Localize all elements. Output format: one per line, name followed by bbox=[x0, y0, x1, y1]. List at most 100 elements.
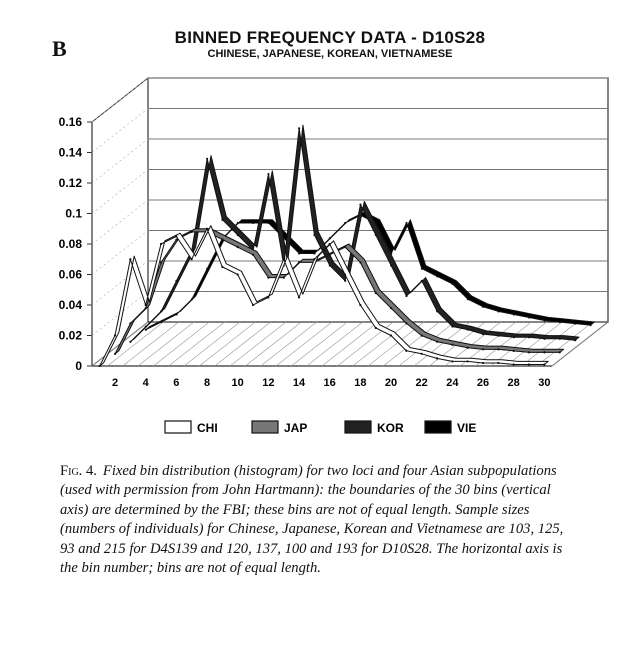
data-point bbox=[190, 298, 193, 301]
data-point bbox=[405, 221, 408, 225]
data-point bbox=[451, 325, 454, 328]
legend-label: JAP bbox=[284, 421, 307, 435]
y-tick-label: 0.04 bbox=[59, 298, 83, 312]
floor-hatch-line bbox=[168, 321, 225, 367]
data-point bbox=[512, 363, 515, 366]
data-point bbox=[282, 258, 285, 261]
x-tick-label: 14 bbox=[293, 377, 306, 389]
data-point bbox=[374, 233, 377, 237]
floor-hatch-line bbox=[398, 321, 455, 367]
legend-swatch bbox=[251, 420, 279, 434]
x-tick-label: 2 bbox=[112, 377, 118, 389]
data-point bbox=[374, 291, 377, 294]
data-point bbox=[298, 127, 301, 130]
data-point bbox=[359, 303, 362, 307]
x-tick-label: 12 bbox=[262, 377, 274, 389]
data-point bbox=[328, 253, 331, 256]
x-tick-label: 6 bbox=[173, 377, 179, 389]
data-point bbox=[574, 339, 577, 342]
y-tick-label: 0.14 bbox=[59, 146, 83, 160]
data-point bbox=[144, 307, 147, 310]
data-point bbox=[221, 238, 224, 241]
data-point bbox=[297, 296, 301, 299]
data-point bbox=[206, 267, 209, 270]
floor-hatch-line bbox=[199, 321, 256, 367]
data-point bbox=[389, 307, 393, 310]
data-point bbox=[144, 328, 147, 331]
floor-hatch-line bbox=[229, 321, 287, 367]
legend-item-jap: JAP bbox=[251, 420, 307, 435]
data-point bbox=[113, 352, 117, 355]
data-point bbox=[512, 336, 515, 339]
data-point bbox=[267, 221, 270, 225]
data-point bbox=[159, 261, 163, 264]
y-axis-ticks: 0 0.02 0.04 0.06 0.08 0.1 0.12 0.14 0.16 bbox=[59, 115, 92, 373]
data-point bbox=[175, 313, 178, 316]
chart-canvas: 00.020.040.060.080.10.120.140.16 2 4 6 8 10 1… bbox=[59, 77, 609, 435]
series-ribbon-kor bbox=[129, 124, 580, 343]
x-tick-label: 28 bbox=[508, 377, 520, 389]
data-point bbox=[313, 233, 316, 237]
x-tick-label: 24 bbox=[446, 377, 459, 389]
grid-line-side bbox=[91, 169, 149, 214]
chart-title: BINNED FREQUENCY DATA - D10S28 bbox=[174, 28, 486, 47]
x-tick-label: 26 bbox=[477, 377, 489, 389]
floor-hatch-line bbox=[275, 321, 333, 367]
data-point bbox=[390, 264, 393, 267]
data-point bbox=[343, 273, 347, 276]
data-point bbox=[589, 324, 592, 327]
data-point bbox=[267, 276, 270, 279]
y-tick-label: 0.16 bbox=[59, 115, 83, 129]
y-tick-label: 0.1 bbox=[65, 207, 82, 221]
grid-line-side bbox=[91, 108, 149, 153]
grid-line-side bbox=[91, 230, 149, 275]
data-point bbox=[466, 328, 469, 331]
floor-hatch-line bbox=[137, 321, 195, 367]
data-point bbox=[558, 320, 561, 324]
data-point bbox=[206, 157, 209, 160]
data-point bbox=[527, 351, 531, 354]
legend-label: VIE bbox=[457, 421, 476, 435]
floor-hatch-line bbox=[291, 321, 348, 367]
legend-label: CHI bbox=[197, 421, 218, 435]
data-point bbox=[558, 337, 561, 340]
data-point bbox=[558, 351, 561, 354]
data-point bbox=[435, 357, 439, 360]
legend-item-kor: KOR bbox=[344, 420, 404, 435]
data-point bbox=[420, 352, 423, 355]
legend-item-vie: VIE bbox=[424, 420, 476, 435]
grid-line-side bbox=[91, 260, 149, 306]
data-point bbox=[436, 310, 439, 313]
data-point bbox=[420, 279, 423, 282]
data-point bbox=[359, 261, 362, 264]
panel-letter: B bbox=[52, 36, 67, 61]
grid-line-side bbox=[91, 77, 149, 123]
data-point bbox=[175, 279, 178, 282]
floor-hatch-line bbox=[122, 321, 179, 367]
floor-hatch-line bbox=[536, 321, 593, 367]
data-point bbox=[251, 253, 255, 256]
data-point bbox=[435, 340, 439, 343]
data-point bbox=[160, 310, 163, 313]
floor-hatch-line bbox=[383, 321, 440, 367]
data-point bbox=[574, 322, 577, 325]
floor-hatch-line bbox=[183, 321, 241, 367]
floor-hatch-line bbox=[551, 321, 609, 367]
data-point bbox=[175, 238, 178, 241]
x-tick-label: 8 bbox=[204, 377, 210, 389]
data-point bbox=[497, 348, 500, 351]
data-point bbox=[512, 349, 515, 352]
data-point bbox=[328, 264, 331, 267]
floor-hatch-line bbox=[306, 321, 363, 367]
data-point bbox=[328, 242, 331, 246]
caption-figure-label: Fig. 4. bbox=[60, 463, 97, 479]
floor-hatch-line bbox=[352, 321, 409, 367]
data-point bbox=[236, 246, 239, 249]
legend-swatch bbox=[164, 420, 192, 434]
chart-legend: CHI JAP KOR VIE bbox=[164, 420, 476, 435]
data-point bbox=[175, 235, 178, 238]
data-point bbox=[344, 221, 347, 225]
data-point bbox=[144, 303, 147, 307]
floor-hatch-line bbox=[153, 321, 210, 367]
data-point bbox=[374, 326, 377, 329]
